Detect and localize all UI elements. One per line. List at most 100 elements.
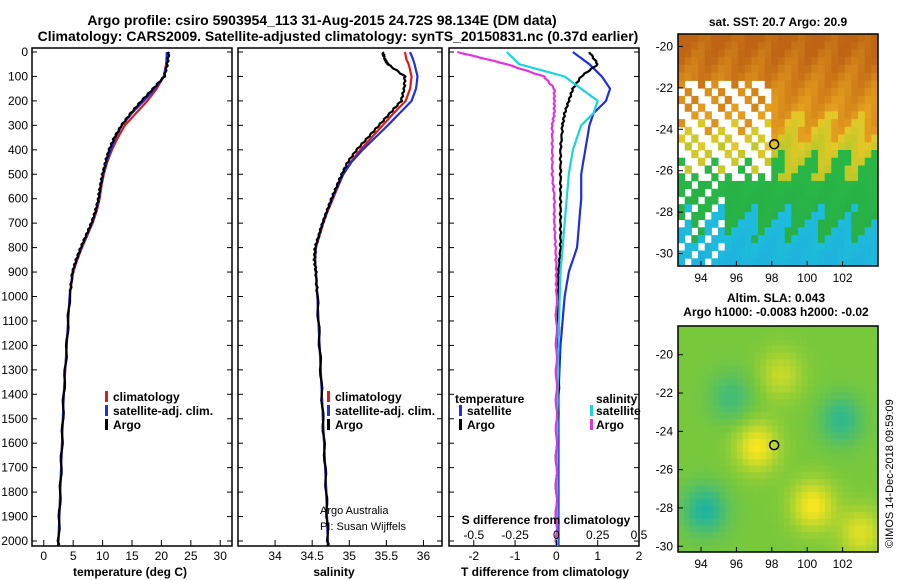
sla-cell [754, 365, 761, 373]
sst-cell [858, 180, 866, 190]
sst-cell [818, 88, 826, 97]
sst-cell [851, 126, 859, 135]
sst-cell [818, 80, 826, 89]
sst-cell [791, 173, 799, 182]
sst-cell [698, 64, 706, 74]
sla-cell [766, 525, 773, 533]
salinity-xtick-label: 35.5 [375, 549, 399, 563]
sla-cell [854, 439, 861, 447]
sla-cell [860, 445, 867, 453]
sla-cell [725, 412, 732, 420]
sla-cell [848, 425, 855, 433]
sla-cell [866, 445, 873, 453]
sla-cell [860, 538, 867, 546]
sst-cell [818, 157, 826, 166]
sst-cell [864, 72, 872, 81]
sla-cell [801, 505, 808, 513]
sst-cell [724, 227, 732, 236]
sla-cell [683, 512, 691, 520]
sst-cell [744, 196, 752, 205]
sla-cell [801, 512, 808, 520]
sst-cell [738, 211, 746, 221]
sst-cell [738, 126, 746, 135]
sla-cell [872, 445, 878, 453]
sst-cell [864, 258, 872, 266]
sla-cell [783, 419, 791, 427]
sla-cell [854, 445, 861, 453]
sla-cell [860, 379, 867, 387]
sst-cell [818, 242, 826, 251]
sdiff-xtick-label: -0.25 [501, 528, 529, 542]
sla-cell [730, 359, 738, 367]
sla-cell [783, 478, 791, 486]
sla-cell [778, 465, 785, 473]
sla-cell [701, 345, 708, 353]
sst-cell [791, 258, 799, 266]
temperature-xtick-label: 20 [155, 549, 169, 563]
sla-cell [760, 405, 767, 413]
sla-cell [789, 505, 797, 513]
sst-cell [858, 72, 866, 81]
sst-cell [798, 49, 806, 58]
sla-cell [789, 399, 797, 407]
sla-cell [778, 518, 785, 526]
differences-series-salinity-argo [457, 50, 559, 546]
sla-cell [836, 452, 844, 460]
sst-cell [858, 204, 866, 213]
sla-cell [872, 359, 878, 367]
sst-cell [718, 204, 726, 213]
sst-cell [744, 41, 752, 50]
sla-cell [713, 512, 720, 520]
sst-cell [791, 88, 799, 97]
sla-cell [766, 399, 773, 407]
sla-cell [836, 385, 844, 393]
sst-cell [724, 49, 732, 58]
sla-cell [678, 352, 685, 360]
sla-cell [825, 372, 832, 380]
sla-cell [848, 439, 855, 447]
sst-cell [844, 250, 852, 259]
sst-cell [838, 227, 846, 236]
sla-cell [813, 352, 820, 360]
sst-cell [804, 250, 812, 259]
sla-cell [789, 492, 797, 500]
sla-cell [795, 505, 802, 513]
sla-cell [836, 492, 844, 500]
sla-cell [807, 339, 814, 347]
sst-cell [858, 95, 866, 105]
sla-cell [807, 326, 814, 334]
sla-cell [683, 518, 691, 526]
sla-cell [719, 512, 726, 520]
depth-tick-label: 1200 [1, 338, 28, 352]
sst-cell [704, 219, 712, 228]
sla-cell [860, 399, 867, 407]
sla-cell [678, 545, 685, 552]
sla-cell [701, 465, 708, 473]
sla-cell [801, 545, 808, 552]
sst-cell [784, 258, 792, 266]
sla-cell [695, 532, 702, 540]
sla-cell [836, 339, 844, 347]
sla-cell [807, 359, 814, 367]
sla-cell [842, 518, 850, 526]
sla-cell [736, 425, 744, 433]
sla-cell [848, 445, 855, 453]
sla-cell [866, 439, 873, 447]
sst-cell [771, 250, 779, 259]
sst-cell [858, 41, 866, 50]
sst-cell [678, 180, 686, 190]
sst-cell [818, 219, 826, 228]
sst-cell [858, 64, 866, 74]
sst-map-xtick-label: 98 [765, 271, 779, 285]
sla-cell [689, 372, 697, 380]
sla-cell [872, 365, 878, 373]
sla-cell [836, 352, 844, 360]
sla-cell [836, 379, 844, 387]
sla-cell [789, 432, 797, 440]
sla-cell [689, 332, 697, 340]
sla-cell [854, 532, 861, 540]
sla-cell [736, 538, 744, 546]
sst-cell [764, 219, 772, 228]
sla-cell [772, 538, 779, 546]
sla-cell [830, 518, 838, 526]
